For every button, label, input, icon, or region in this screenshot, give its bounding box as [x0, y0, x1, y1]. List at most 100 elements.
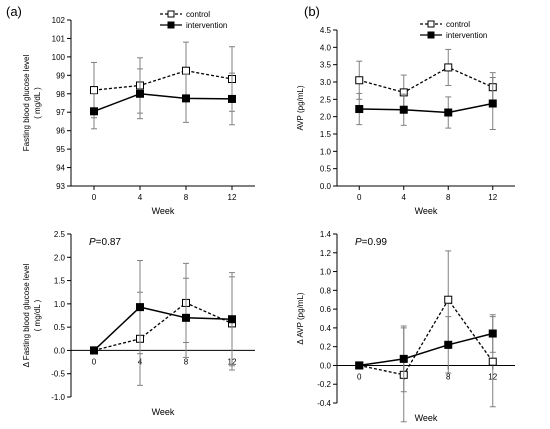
series-control — [90, 41, 236, 119]
series-line — [359, 102, 493, 114]
y-tick-label: 1.2 — [320, 249, 332, 258]
y-tick-label: 2.0 — [320, 113, 332, 122]
y-axis-title: Δ AVP (pg/mL) — [296, 292, 305, 345]
y-tick-label: 100 — [52, 53, 66, 62]
y-tick-label: 94 — [56, 164, 65, 173]
y-tick-label: 2.5 — [54, 230, 66, 239]
x-tick-label: 12 — [228, 193, 237, 202]
y-tick-label: -0.4 — [317, 399, 331, 408]
data-point — [136, 89, 144, 98]
series-line — [359, 332, 493, 367]
y-tick-label: 0.5 — [320, 165, 332, 174]
x-tick-label: 0 — [92, 357, 97, 366]
y-tick-label: -1.0 — [51, 393, 65, 402]
panel-label-b: (b) — [304, 4, 320, 19]
data-point — [488, 329, 497, 338]
y-tick-label: 3.0 — [320, 78, 332, 87]
p-label: P — [355, 237, 362, 248]
y-axis-title: Δ Fasting blood glucose level — [22, 263, 31, 367]
series-series-1 — [355, 250, 497, 423]
y-tick-label: 1.5 — [320, 130, 332, 139]
series-line — [93, 302, 233, 352]
x-tick-label: 8 — [184, 357, 189, 366]
data-point — [136, 303, 144, 312]
data-point — [90, 346, 98, 355]
y-tick-label: 0.0 — [320, 182, 332, 191]
data-point — [444, 295, 453, 304]
legend-label: intervention — [446, 31, 487, 40]
p-value: =0.99 — [362, 237, 388, 248]
data-point — [399, 354, 408, 363]
y-tick-label: 0.6 — [320, 305, 332, 314]
series-series-2 — [90, 260, 236, 367]
data-point — [182, 313, 190, 322]
data-point — [228, 94, 236, 103]
chart-1: 93 94 95 96 97 98 99 100 101 102 0 4 8 12 Week Fasting … — [22, 10, 255, 216]
y-tick-label: 1.4 — [320, 230, 332, 239]
x-tick-label: 4 — [402, 193, 407, 202]
data-point — [228, 315, 236, 324]
series-line — [359, 298, 494, 376]
p-value-annotation: P=0.87 — [89, 237, 121, 248]
legend-marker — [427, 20, 435, 28]
p-value: =0.87 — [96, 237, 122, 248]
p-value-annotation: P=0.99 — [355, 237, 387, 248]
x-axis-title: Week — [415, 206, 438, 216]
data-point — [355, 76, 364, 85]
series-intervention — [90, 68, 236, 130]
x-axis-title: Week — [415, 413, 438, 423]
y-tick-label: 93 — [56, 182, 65, 191]
data-point — [355, 361, 364, 370]
series-line — [93, 93, 233, 113]
series-series-1 — [90, 262, 236, 386]
y-tick-label: 97 — [56, 108, 65, 117]
data-point — [90, 86, 98, 95]
legend-label: control — [446, 20, 470, 29]
p-label: P — [89, 237, 96, 248]
x-tick-label: 4 — [138, 193, 143, 202]
chart-3: -1.0-0.50.00.51.01.52.02.504812WeekΔ Fas… — [22, 230, 255, 417]
legend: control intervention — [420, 20, 487, 40]
y-tick-label: -0.2 — [317, 380, 331, 389]
legend-label: intervention — [186, 21, 227, 30]
y-tick-label: 0.0 — [320, 361, 332, 370]
data-point — [444, 340, 453, 349]
legend-marker — [167, 21, 175, 29]
x-tick-label: 0 — [357, 193, 362, 202]
x-tick-label: 8 — [184, 193, 189, 202]
y-axis-title: Fasting blood glucose level — [22, 55, 31, 152]
y-tick-label: 99 — [56, 71, 65, 80]
legend: control intervention — [160, 10, 227, 30]
legend-label: control — [186, 10, 210, 19]
series-line — [93, 70, 233, 91]
y-tick-label: 1.0 — [54, 300, 66, 309]
y-axis-title: ( mg/dL ) — [33, 87, 42, 119]
y-tick-label: 1.0 — [320, 147, 332, 156]
y-tick-label: 101 — [52, 34, 66, 43]
y-tick-label: 1.5 — [54, 277, 66, 286]
data-point — [355, 105, 364, 114]
series-line — [359, 66, 494, 94]
y-axis-title: AVP (pg/mL) — [296, 85, 305, 130]
y-tick-label: 0.0 — [54, 346, 66, 355]
x-axis-title: Week — [152, 206, 175, 216]
chart-4: -0.4-0.20.00.20.40.60.81.01.21.404812Wee… — [296, 230, 515, 423]
data-point — [488, 99, 497, 108]
y-tick-label: 0.5 — [54, 323, 66, 332]
chart-2: 0.0 0.5 1.0 1.5 2.0 2.5 3.0 3.5 4.0 4.5 0 4 8 12 Week A… — [296, 20, 515, 216]
y-axis-title: ( mg/dL ) — [33, 299, 42, 331]
y-tick-label: 2.5 — [320, 95, 332, 104]
y-tick-label: 98 — [56, 90, 65, 99]
y-tick-label: 0.8 — [320, 286, 332, 295]
legend-marker — [167, 10, 175, 18]
y-tick-label: 0.4 — [320, 324, 332, 333]
y-tick-label: 3.5 — [320, 61, 332, 70]
series-line — [93, 306, 233, 351]
x-tick-label: 8 — [446, 193, 451, 202]
data-point — [444, 63, 453, 72]
y-tick-label: 96 — [56, 127, 65, 136]
x-tick-label: 0 — [357, 372, 362, 381]
y-tick-label: 95 — [56, 145, 65, 154]
series-control — [355, 48, 497, 111]
